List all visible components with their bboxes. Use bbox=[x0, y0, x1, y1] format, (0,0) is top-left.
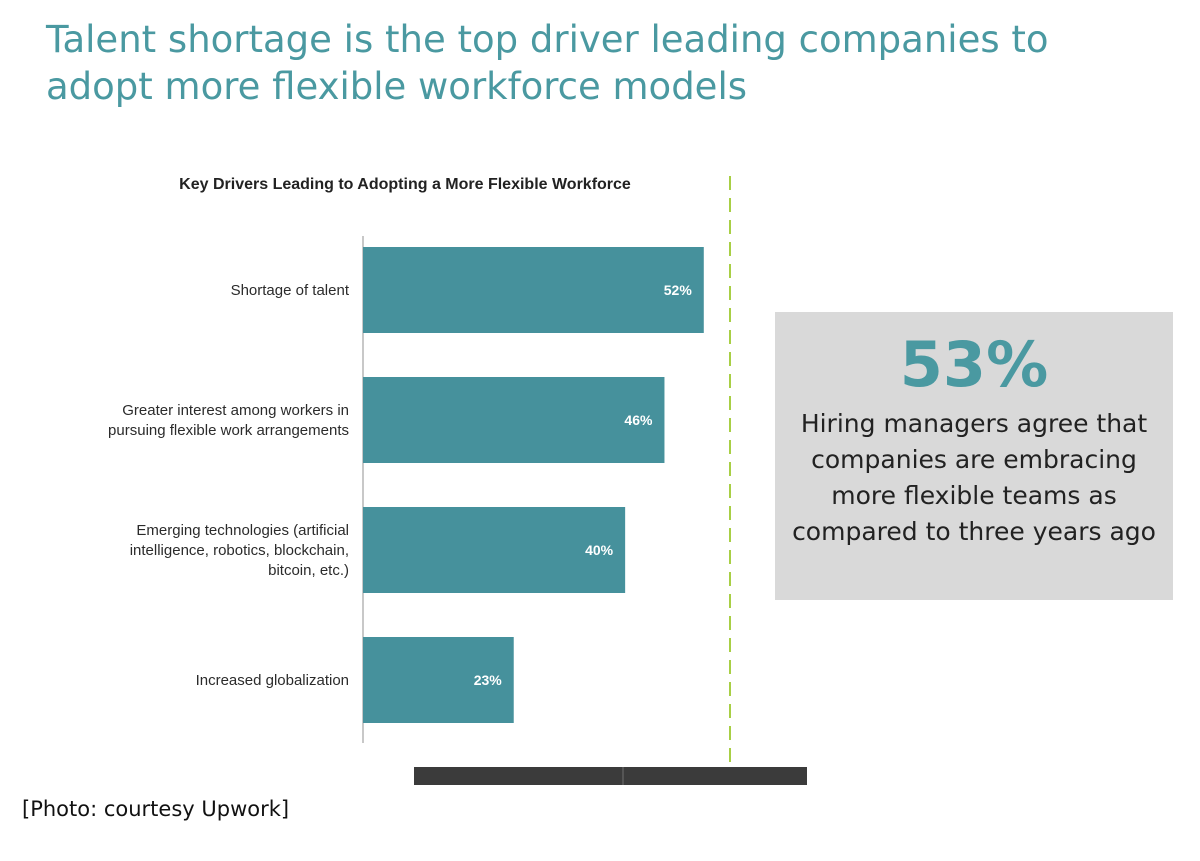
cropped-toolbar bbox=[414, 767, 807, 785]
toolbar-divider bbox=[622, 767, 624, 785]
chart-title: Key Drivers Leading to Adopting a More F… bbox=[179, 176, 631, 193]
photo-caption: [Photo: courtesy Upwork] bbox=[22, 797, 290, 821]
bar-1 bbox=[363, 247, 704, 333]
stat-callout: 53% Hiring managers agree that companies… bbox=[775, 312, 1173, 600]
bar-2 bbox=[363, 377, 665, 463]
category-label-4: Increased globalization bbox=[196, 672, 349, 689]
bar-3 bbox=[363, 507, 626, 593]
stat-number: 53% bbox=[899, 328, 1049, 401]
value-label-1: 52% bbox=[664, 282, 693, 298]
value-label-3: 40% bbox=[585, 542, 614, 558]
category-label-3: Emerging technologies (artificial intelli… bbox=[130, 522, 349, 579]
category-label-1: Shortage of talent bbox=[231, 282, 350, 299]
value-label-2: 46% bbox=[624, 412, 653, 428]
value-label-4: 23% bbox=[474, 672, 503, 688]
stat-description: Hiring managers agree that companies are… bbox=[792, 409, 1156, 546]
category-label-2: Greater interest among workers in pursuin… bbox=[108, 402, 349, 439]
page-title: Talent shortage is the top driver leadin… bbox=[46, 18, 1049, 108]
bar-4 bbox=[363, 637, 514, 723]
